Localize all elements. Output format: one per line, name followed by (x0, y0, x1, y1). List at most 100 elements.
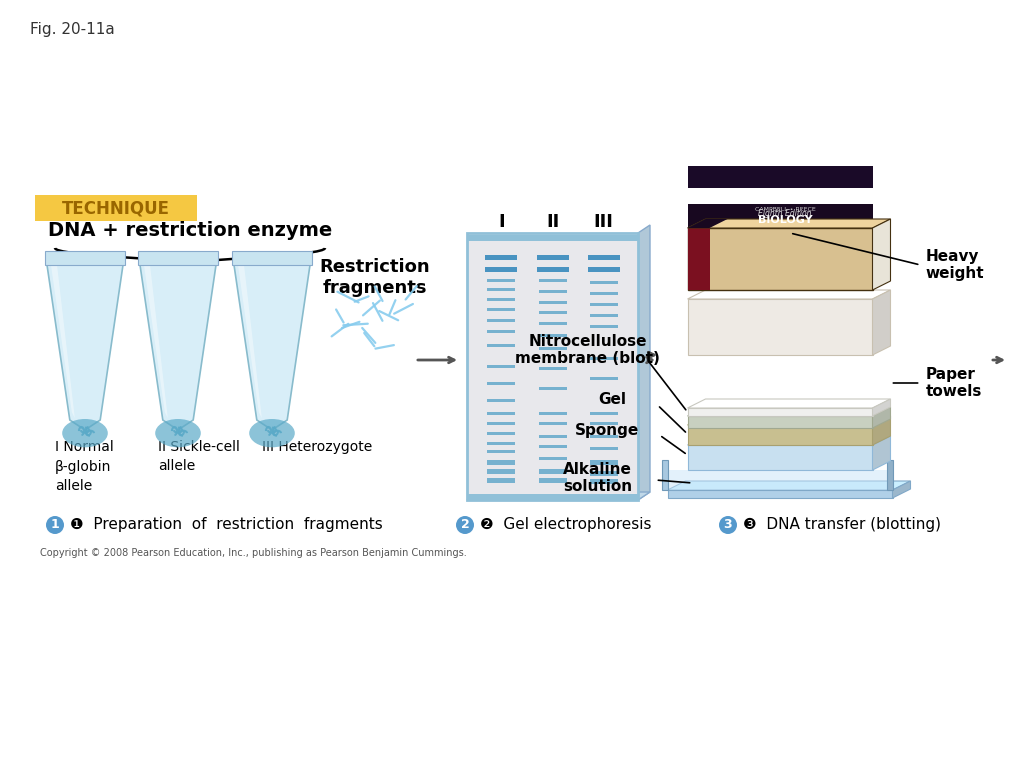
Polygon shape (687, 445, 872, 470)
Polygon shape (687, 219, 891, 228)
Bar (539, 435, 566, 438)
Polygon shape (687, 416, 891, 425)
Bar (590, 447, 617, 450)
Text: Eighth Edition: Eighth Edition (758, 209, 812, 218)
Bar (588, 267, 620, 272)
Bar (539, 301, 566, 304)
Ellipse shape (156, 419, 201, 447)
Bar (467, 233, 638, 500)
Text: III: III (594, 213, 613, 231)
Bar (590, 460, 617, 465)
PathPatch shape (238, 265, 262, 418)
Circle shape (719, 516, 737, 534)
Bar (590, 303, 617, 306)
Bar (487, 422, 515, 425)
Bar (487, 298, 515, 301)
Bar (590, 281, 617, 284)
Bar (590, 377, 617, 380)
Bar (687, 228, 710, 290)
Bar (138, 251, 218, 265)
Bar (539, 322, 566, 325)
Bar (487, 399, 515, 402)
Bar (588, 255, 620, 260)
Bar (539, 478, 566, 483)
PathPatch shape (144, 265, 168, 418)
Bar (590, 314, 617, 317)
Polygon shape (687, 290, 891, 299)
Bar (539, 445, 566, 448)
Bar (487, 412, 515, 415)
Text: 3: 3 (724, 518, 732, 531)
Text: I Normal
β-globin
allele: I Normal β-globin allele (55, 440, 114, 493)
Polygon shape (872, 407, 891, 428)
PathPatch shape (51, 265, 75, 418)
Bar (467, 494, 638, 500)
Polygon shape (872, 290, 891, 355)
PathPatch shape (47, 265, 123, 430)
Circle shape (46, 516, 63, 534)
Text: 1: 1 (50, 518, 59, 531)
Text: II: II (546, 213, 559, 231)
Bar (487, 365, 515, 368)
Bar (537, 255, 568, 260)
Bar (537, 267, 568, 272)
Bar (487, 469, 515, 474)
Bar (590, 435, 617, 438)
Bar (539, 412, 566, 415)
Bar (687, 166, 872, 187)
Bar (467, 235, 638, 241)
Text: Alkaline
solution: Alkaline solution (563, 462, 632, 494)
Polygon shape (687, 408, 872, 416)
Bar (539, 367, 566, 370)
Text: ❸  DNA transfer (blotting): ❸ DNA transfer (blotting) (743, 518, 941, 532)
Text: TECHNIQUE: TECHNIQUE (62, 199, 170, 217)
Ellipse shape (249, 419, 295, 447)
Ellipse shape (62, 419, 108, 447)
Polygon shape (687, 399, 891, 408)
Text: I: I (498, 213, 505, 231)
Bar (687, 204, 872, 228)
Text: Gel: Gel (598, 392, 627, 408)
Bar (487, 319, 515, 322)
Polygon shape (687, 299, 872, 355)
Bar (232, 251, 312, 265)
Bar (662, 460, 668, 490)
Bar (487, 279, 515, 282)
Bar (487, 432, 515, 435)
Bar (539, 290, 566, 293)
Polygon shape (687, 228, 872, 290)
Bar (485, 255, 517, 260)
Circle shape (456, 516, 474, 534)
Bar (487, 288, 515, 291)
Text: Restriction
fragments: Restriction fragments (319, 258, 430, 296)
PathPatch shape (140, 265, 216, 430)
Polygon shape (687, 425, 872, 445)
Bar (487, 460, 515, 465)
Bar (590, 292, 617, 295)
Bar (539, 347, 566, 350)
Bar (590, 422, 617, 425)
Bar (668, 470, 893, 490)
Polygon shape (872, 416, 891, 445)
Polygon shape (668, 490, 893, 498)
Text: III Heterozygote: III Heterozygote (262, 440, 373, 454)
Polygon shape (467, 492, 650, 500)
Bar (485, 267, 517, 272)
Polygon shape (687, 416, 872, 428)
PathPatch shape (234, 265, 310, 430)
Text: Fig. 20-11a: Fig. 20-11a (30, 22, 115, 37)
Bar (539, 422, 566, 425)
Bar (887, 460, 893, 490)
Bar (487, 450, 515, 453)
Text: DNA + restriction enzyme: DNA + restriction enzyme (48, 221, 332, 240)
Text: Paper
towels: Paper towels (926, 367, 982, 399)
Text: ❷  Gel electrophoresis: ❷ Gel electrophoresis (480, 518, 651, 532)
Bar (590, 479, 617, 484)
Bar (590, 471, 617, 476)
Bar (487, 308, 515, 311)
Polygon shape (872, 219, 891, 290)
Bar (539, 469, 566, 474)
Polygon shape (668, 481, 910, 490)
Bar (487, 344, 515, 347)
Bar (539, 279, 566, 282)
